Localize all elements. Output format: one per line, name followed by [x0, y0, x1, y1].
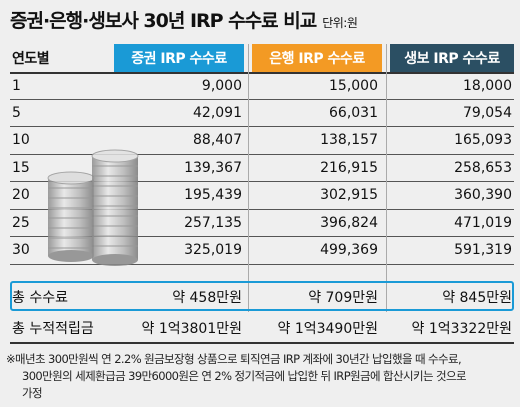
year-cell: 20 [12, 187, 30, 204]
accumulated-label: 총 누적적립금 [12, 321, 94, 337]
life-cell: 165,093 [454, 132, 512, 149]
life-cell: 471,019 [454, 214, 512, 231]
year-cell: 30 [12, 242, 30, 259]
year-cell: 15 [12, 159, 30, 176]
table-row: 1 9,000 15,000 18,000 [10, 72, 514, 100]
securities-cell: 139,367 [184, 159, 242, 176]
header-year: 연도별 [12, 51, 50, 67]
year-cell: 25 [12, 214, 30, 231]
footnote-line: 가정 [22, 386, 43, 400]
bank-cell: 499,369 [320, 242, 378, 259]
accumulated-bank: 약 1억3490만원 [277, 321, 378, 337]
footnote-line: ※매년초 300만원씩 연 2.2% 원금보장형 상품으로 퇴직연금 IRP 계… [6, 352, 462, 366]
header-bank: 은행 IRP 수수료 [252, 44, 382, 72]
life-cell: 591,319 [454, 242, 512, 259]
accumulated-securities: 약 1억3801만원 [141, 321, 242, 337]
accumulated-row: 총 누적적립금 약 1억3801만원 약 1억3490만원 약 1억3322만원 [10, 314, 514, 342]
bank-cell: 15,000 [329, 78, 378, 95]
footnote-line: 300만원의 세제환급금 39만6000원은 연 2% 정기적금에 납입한 뒤 … [22, 369, 467, 383]
bank-cell: 396,824 [320, 214, 378, 231]
year-cell: 1 [12, 78, 21, 95]
securities-cell: 257,135 [184, 214, 242, 231]
table-bottom-rule [10, 342, 514, 344]
header-life-insurance: 생보 IRP 수수료 [390, 44, 514, 72]
life-cell: 79,054 [463, 104, 512, 121]
life-cell: 360,390 [454, 187, 512, 204]
bank-cell: 302,915 [320, 187, 378, 204]
column-divider [386, 44, 387, 312]
bank-cell: 138,157 [320, 132, 378, 149]
total-securities: 약 458만원 [172, 290, 242, 306]
fee-comparison-table: 연도별 증권 IRP 수수료 은행 IRP 수수료 생보 IRP 수수료 1 9… [10, 44, 514, 265]
table-row: 15 139,367 216,915 258,653 [10, 155, 514, 182]
life-cell: 258,653 [454, 159, 512, 176]
column-divider [248, 44, 249, 312]
securities-cell: 9,000 [201, 78, 242, 95]
year-cell: 5 [12, 104, 21, 121]
title-row: 증권·은행·생보사 30년 IRP 수수료 비교 단위:원 [10, 6, 358, 36]
footnote: ※매년초 300만원씩 연 2.2% 원금보장형 상품으로 퇴직연금 IRP 계… [6, 351, 514, 402]
life-cell: 18,000 [463, 78, 512, 95]
bank-cell: 66,031 [329, 104, 378, 121]
total-life: 약 845만원 [442, 290, 512, 306]
total-fee-highlight [10, 281, 514, 311]
securities-cell: 195,439 [184, 187, 242, 204]
page-title: 증권·은행·생보사 30년 IRP 수수료 비교 [10, 10, 317, 32]
total-label: 총 수수료 [12, 290, 68, 306]
year-cell: 10 [12, 132, 30, 149]
table-row: 10 88,407 138,157 165,093 [10, 127, 514, 155]
table-row: 5 42,091 66,031 79,054 [10, 100, 514, 127]
total-fee-row: 총 수수료 약 458만원 약 709만원 약 845만원 [10, 283, 514, 311]
table-header: 연도별 증권 IRP 수수료 은행 IRP 수수료 생보 IRP 수수료 [10, 44, 514, 72]
header-securities: 증권 IRP 수수료 [114, 44, 244, 72]
coin-stack-image [47, 149, 139, 266]
securities-cell: 42,091 [193, 104, 242, 121]
coin-stack-left [47, 171, 95, 262]
total-bank: 약 709만원 [308, 290, 378, 306]
unit-label: 단위:원 [322, 16, 358, 30]
securities-cell: 325,019 [184, 242, 242, 259]
table-row: 25 257,135 396,824 471,019 [10, 210, 514, 237]
table-row: 30 325,019 499,369 591,319 [10, 237, 514, 265]
securities-cell: 88,407 [193, 132, 242, 149]
bank-cell: 216,915 [320, 159, 378, 176]
coin-stack-right [91, 149, 139, 266]
table-row: 20 195,439 302,915 360,390 [10, 182, 514, 210]
accumulated-life: 약 1억3322만원 [411, 321, 512, 337]
